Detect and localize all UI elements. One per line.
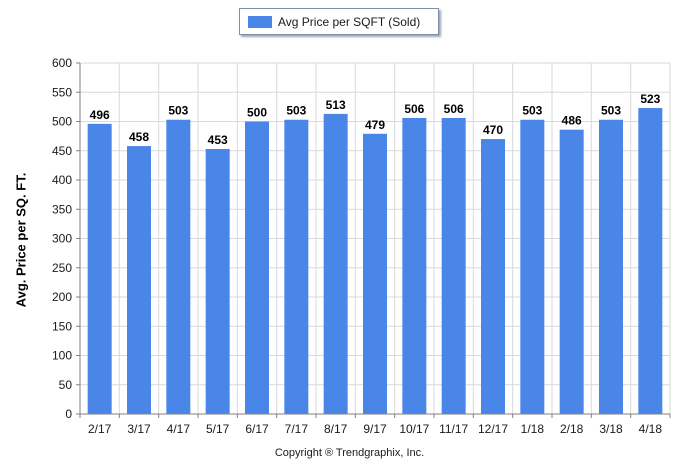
- data-label: 479: [365, 118, 385, 132]
- x-tick-label: 3/17: [127, 422, 151, 436]
- data-label: 513: [326, 98, 346, 112]
- bar: [638, 108, 663, 415]
- copyright-text: Copyright ® Trendgraphix, Inc.: [274, 447, 425, 459]
- data-label: 458: [129, 130, 149, 144]
- bar: [520, 119, 545, 415]
- bar: [559, 129, 584, 414]
- y-tick-label: 0: [65, 407, 72, 421]
- data-label: 503: [168, 104, 188, 118]
- y-tick-label: 300: [52, 232, 72, 246]
- y-tick-label: 350: [52, 202, 72, 216]
- y-tick-label: 250: [52, 261, 72, 275]
- x-tick-label: 8/17: [324, 422, 348, 436]
- data-label: 470: [483, 123, 503, 137]
- data-label: 523: [640, 92, 660, 106]
- data-label: 503: [286, 104, 306, 118]
- x-tick-label: 1/18: [521, 422, 545, 436]
- labels: 0 50 100 150 200 250 300 350 400 450 500 550 600 496 2…: [52, 56, 662, 436]
- y-tick-label: 200: [52, 290, 72, 304]
- data-label: 486: [562, 114, 582, 128]
- x-tick-label: 4/17: [167, 422, 191, 436]
- x-tick-label: 7/17: [285, 422, 309, 436]
- x-tick-label: 2/18: [560, 422, 584, 436]
- legend-label: Avg Price per SQFT (Sold): [278, 14, 421, 29]
- y-tick-label: 100: [52, 349, 72, 363]
- y-tick-label: 150: [52, 319, 72, 333]
- x-tick-label: 3/18: [599, 422, 623, 436]
- bar: [481, 139, 505, 415]
- x-tick-label: 9/17: [363, 422, 387, 436]
- bar: [127, 146, 151, 414]
- data-label: 453: [208, 133, 228, 147]
- bar: [245, 121, 269, 414]
- y-tick-label: 400: [52, 173, 72, 187]
- axes: [76, 62, 671, 418]
- x-tick-label: 4/18: [639, 422, 663, 436]
- y-tick-label: 550: [52, 85, 72, 99]
- data-label: 506: [444, 102, 464, 116]
- y-tick-label: 500: [52, 115, 72, 129]
- x-tick-label: 10/17: [399, 422, 429, 436]
- bar: [599, 119, 623, 415]
- y-tick-label: 450: [52, 144, 72, 158]
- bar: [87, 123, 112, 414]
- y-tick-label: 600: [52, 56, 72, 70]
- bar: [402, 117, 427, 415]
- bar: [323, 113, 348, 415]
- x-tick-label: 2/17: [88, 422, 112, 436]
- x-tick-label: 5/17: [206, 422, 230, 436]
- data-label: 496: [90, 108, 110, 122]
- bar: [441, 117, 466, 415]
- x-tick-label: 11/17: [439, 422, 468, 436]
- bars: [87, 108, 663, 415]
- data-label: 503: [522, 104, 542, 118]
- bar: [284, 119, 309, 415]
- x-tick-label: 6/17: [245, 422, 269, 436]
- bar: [166, 119, 191, 415]
- bar: [363, 133, 387, 414]
- chart-legend: Avg Price per SQFT (Sold): [239, 8, 439, 35]
- y-tick-label: 50: [59, 378, 73, 392]
- x-tick-label: 12/17: [478, 422, 508, 436]
- bar: [205, 148, 230, 414]
- legend-swatch: [248, 15, 272, 28]
- data-label: 503: [601, 104, 621, 118]
- data-label: 506: [404, 102, 424, 116]
- data-label: 500: [247, 106, 267, 120]
